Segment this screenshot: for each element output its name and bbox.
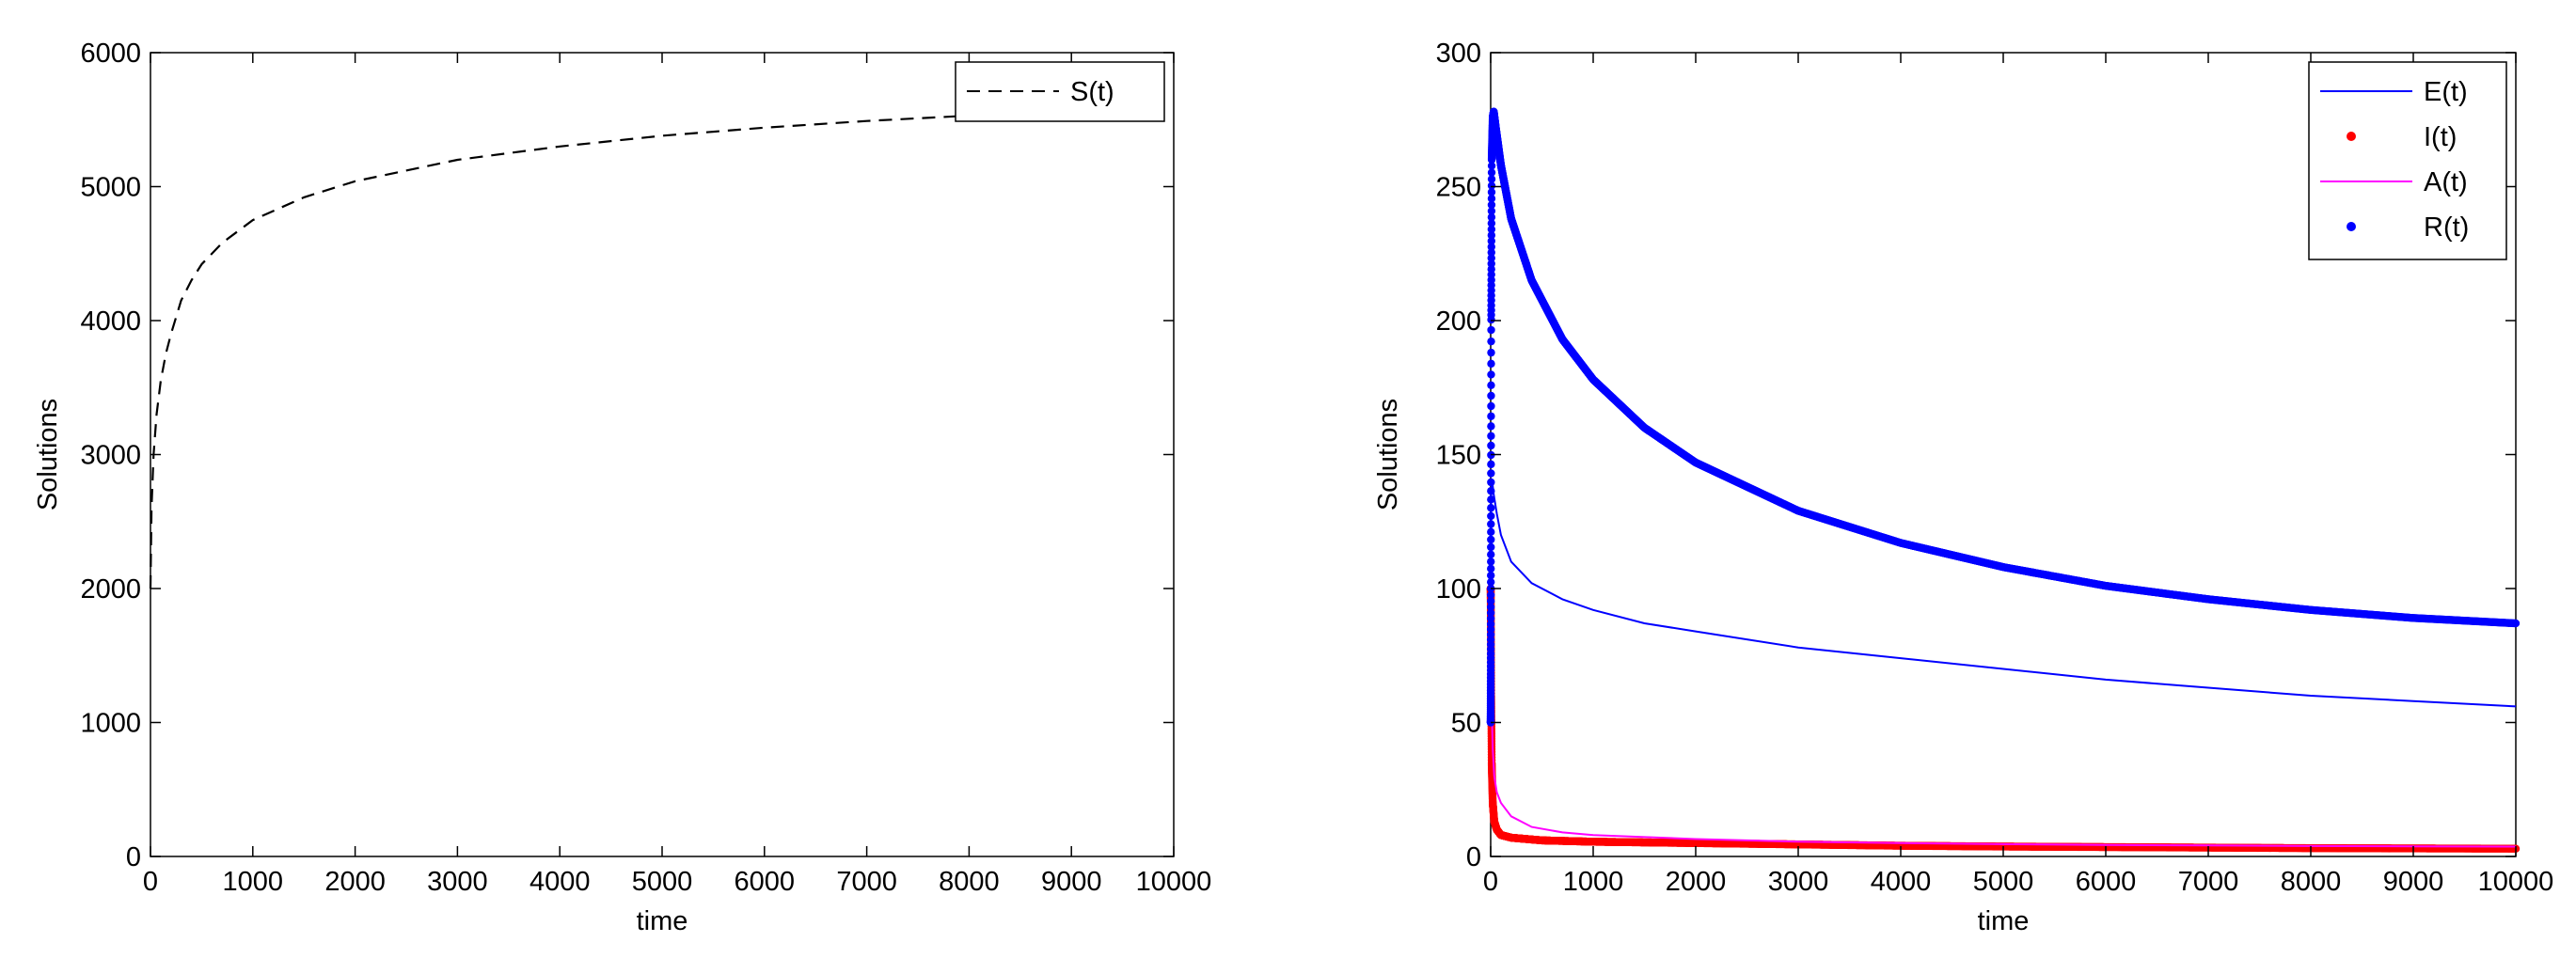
legend-swatch	[2347, 132, 2356, 141]
x-tick-label: 1000	[223, 867, 284, 897]
data-point	[1487, 422, 1495, 431]
y-tick-label: 100	[1436, 574, 1481, 605]
x-tick-label: 0	[1483, 867, 1498, 897]
data-point	[1487, 412, 1495, 420]
legend-swatch	[2347, 222, 2356, 231]
y-tick-label: 0	[126, 842, 141, 872]
x-tick-label: 5000	[632, 867, 693, 897]
data-point	[2511, 619, 2521, 628]
y-tick-label: 3000	[80, 441, 141, 471]
data-point	[1487, 401, 1495, 411]
x-tick-label: 10000	[2478, 867, 2554, 897]
y-tick-label: 6000	[80, 39, 141, 69]
x-axis-label: time	[637, 906, 688, 936]
legend-label: I(t)	[2424, 122, 2457, 152]
data-point	[1487, 460, 1495, 469]
legend-item: S(t)	[967, 77, 1114, 107]
y-tick-label: 50	[1451, 709, 1481, 739]
y-tick-label: 200	[1436, 306, 1481, 337]
legend-label: S(t)	[1070, 77, 1114, 107]
x-tick-label: 8000	[2281, 867, 2342, 897]
chart-compartments: 0 1000 2000 3000 4000 5000 6000 7000 8000 9000 100…	[1373, 39, 2553, 936]
x-tick-label: 9000	[1041, 867, 1102, 897]
data-point	[1486, 571, 1495, 580]
data-point	[1487, 527, 1495, 537]
x-tick-label: 1000	[1563, 867, 1624, 897]
y-tick-label: 4000	[80, 306, 141, 337]
data-marks	[149, 113, 1001, 589]
x-tick-label: 3000	[1768, 867, 1829, 897]
data-point	[1487, 487, 1495, 495]
x-tick-label: 6000	[735, 867, 796, 897]
legend-box	[955, 61, 1165, 122]
y-tick-label: 5000	[80, 173, 141, 203]
data-point	[1487, 478, 1495, 487]
x-tick-label: 7000	[2178, 867, 2239, 897]
x-tick-label: 3000	[427, 867, 488, 897]
data-point	[1487, 359, 1495, 369]
data-point	[1487, 391, 1495, 400]
x-tick-label: 4000	[529, 867, 591, 897]
data-point	[1487, 520, 1495, 528]
x-tick-label: 7000	[836, 867, 897, 897]
data-point	[1487, 370, 1495, 379]
legend-label: E(t)	[2424, 77, 2468, 107]
legend: E(t) I(t) A(t) R(t)	[2308, 61, 2507, 260]
data-point	[1487, 564, 1495, 573]
x-tick-label: 0	[143, 867, 158, 897]
series-st	[149, 113, 1001, 589]
data-point	[1487, 504, 1495, 512]
y-tick-label: 150	[1436, 441, 1481, 471]
data-point	[1487, 469, 1495, 478]
x-tick-label: 10000	[1136, 867, 1212, 897]
data-point	[1487, 558, 1495, 566]
x-tick-label: 6000	[2076, 867, 2137, 897]
x-axis-label: time	[1978, 906, 2030, 936]
series-line	[149, 113, 1001, 589]
y-axis-label: Solutions	[1373, 399, 1403, 510]
x-tick-label: 4000	[1871, 867, 1932, 897]
x-tick-label: 5000	[1973, 867, 2034, 897]
data-point	[1487, 535, 1495, 544]
y-tick-label: 2000	[80, 574, 141, 605]
y-axis-label: Solutions	[33, 399, 63, 510]
y-tick-label: 300	[1436, 39, 1481, 69]
data-point	[1487, 337, 1495, 346]
legend-label: A(t)	[2424, 167, 2468, 197]
data-marks	[1486, 107, 2521, 853]
chart-susceptible: 0 1000 2000 3000 4000 5000 6000 7000 8000 9000 100…	[33, 39, 1211, 936]
x-tick-label: 9000	[2383, 867, 2444, 897]
y-tick-label: 0	[1466, 842, 1481, 872]
data-point	[1487, 325, 1495, 335]
data-point	[1487, 381, 1495, 390]
axis-ticks: 0 1000 2000 3000 4000 5000 6000 7000 8000 9000 100…	[80, 39, 1211, 897]
data-point	[1487, 511, 1495, 521]
x-tick-label: 2000	[1666, 867, 1727, 897]
x-tick-label: 8000	[939, 867, 1000, 897]
data-point	[1487, 348, 1495, 357]
data-point	[1487, 550, 1495, 558]
data-point	[1487, 542, 1495, 552]
y-tick-label: 1000	[80, 709, 141, 739]
legend-label: R(t)	[2424, 212, 2469, 243]
y-tick-label: 250	[1436, 173, 1481, 203]
data-point	[1487, 432, 1495, 440]
data-point	[1487, 441, 1495, 450]
legend: S(t)	[955, 61, 1165, 122]
x-tick-label: 2000	[324, 867, 386, 897]
data-point	[1487, 495, 1495, 504]
